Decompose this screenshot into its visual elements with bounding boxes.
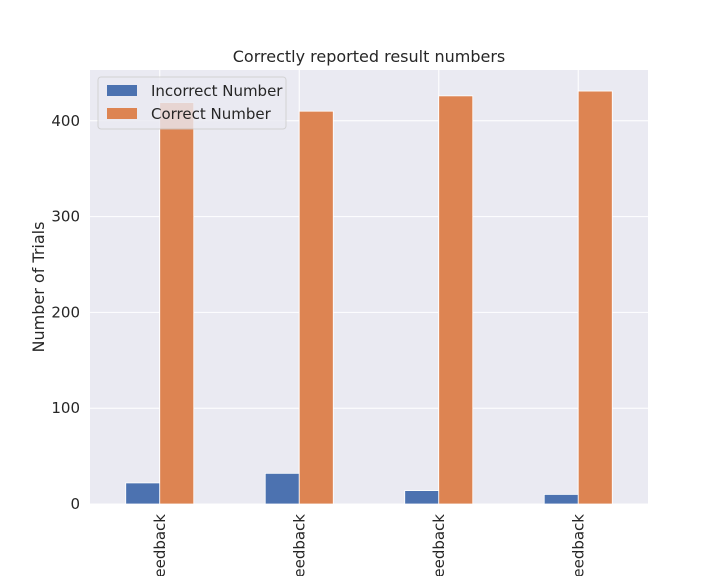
- x-tick-label-0: eedback: [151, 514, 169, 576]
- x-tick-label-1: eedback: [290, 514, 308, 576]
- bar-incorrect-0: [125, 482, 161, 505]
- y-tick-label-2: 200: [51, 303, 80, 321]
- y-tick-label-3: 300: [51, 208, 80, 226]
- y-tick-label-1: 100: [51, 399, 80, 417]
- x-tick-label-3: eedback: [569, 514, 587, 576]
- x-axis-ticks: eedback eedback eedback eedback: [151, 514, 588, 576]
- chart-title: Correctly reported result numbers: [233, 47, 505, 66]
- bar-correct-3: [577, 90, 613, 505]
- x-tick-label-2: eedback: [430, 514, 448, 576]
- legend-swatch-incorrect: [107, 85, 137, 96]
- legend-box: [97, 76, 287, 130]
- bar-incorrect-3: [543, 494, 579, 505]
- bar-correct-2: [438, 95, 474, 505]
- legend: Incorrect Number Correct Number: [97, 76, 287, 130]
- bar-incorrect-1: [264, 472, 300, 505]
- bar-correct-0: [159, 102, 195, 505]
- legend-label-correct: Correct Number: [151, 105, 272, 123]
- y-axis-ticks: 0 100 200 300 400: [51, 112, 80, 513]
- bar-incorrect-2: [404, 490, 440, 505]
- y-tick-label-4: 400: [51, 112, 80, 130]
- y-axis-label: Number of Trials: [29, 222, 48, 353]
- bar-correct-1: [298, 110, 334, 505]
- bars: [125, 90, 613, 505]
- y-tick-label-0: 0: [70, 495, 80, 513]
- legend-swatch-correct: [107, 108, 137, 119]
- legend-label-incorrect: Incorrect Number: [151, 82, 283, 100]
